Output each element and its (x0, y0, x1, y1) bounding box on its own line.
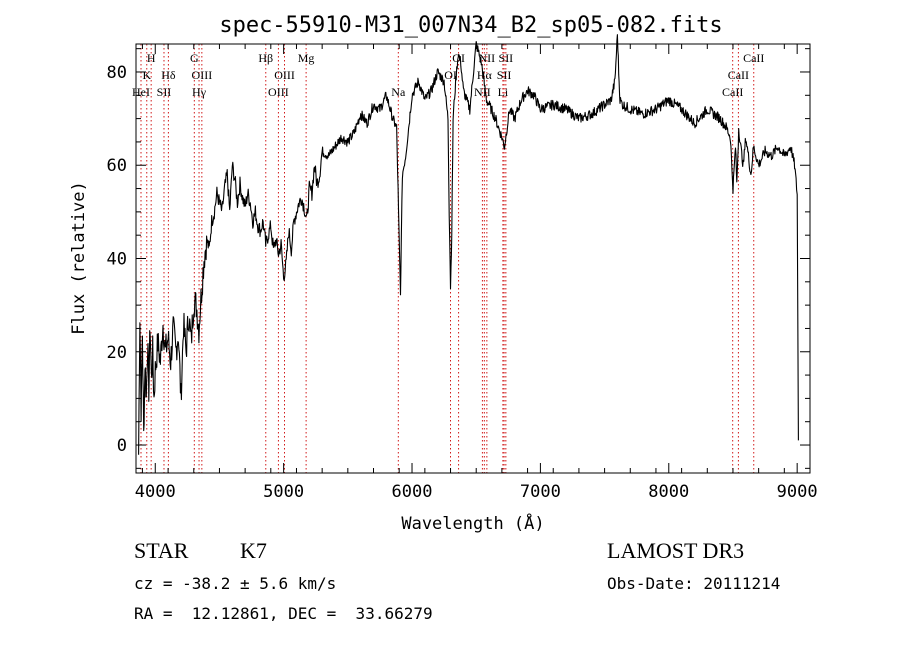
line-label: SII (157, 85, 172, 99)
line-label: Hδ (161, 68, 176, 82)
line-label: G (190, 51, 199, 65)
line-label: SII (499, 51, 514, 65)
line-label: Mg (298, 51, 315, 65)
line-label: OIII (192, 68, 213, 82)
object-class: STAR (134, 538, 189, 563)
plot-frame (135, 43, 811, 474)
line-label: OIII (274, 68, 295, 82)
x-tick-label: 8000 (648, 482, 689, 502)
line-label: CaII (728, 68, 749, 82)
survey-name: LAMOST DR3 (607, 538, 745, 563)
emission-line-markers (140, 44, 755, 473)
y-axis-ticks: 0 20 40 60 80 (107, 48, 810, 469)
y-tick-label: 20 (107, 343, 127, 363)
line-label: OI (444, 68, 457, 82)
flux-series-line (138, 34, 799, 455)
line-label: CaII (743, 51, 764, 65)
y-tick-label: 0 (117, 436, 127, 456)
line-label: SII (497, 68, 512, 82)
line-label: NII (479, 51, 496, 65)
x-axis-ticks: 4000 5000 6000 7000 8000 9000 (135, 44, 818, 502)
x-tick-label: 7000 (520, 482, 561, 502)
x-tick-label: 9000 (777, 482, 818, 502)
line-label: H (147, 51, 156, 65)
line-label: Hβ (258, 51, 273, 65)
obs-date: Obs-Date: 20111214 (607, 574, 781, 593)
coordinates-text: RA = 12.12861, DEC = 33.66279 (134, 604, 433, 623)
y-axis-label: Flux (relative) (69, 181, 89, 335)
line-label: NII (474, 85, 491, 99)
line-label: OIII (268, 85, 289, 99)
x-tick-label: 6000 (392, 482, 433, 502)
y-tick-label: 40 (107, 250, 127, 270)
chart-title: spec-55910-M31_007N34_B2_sp05-082.fits (219, 13, 722, 38)
line-label: Hα (477, 68, 493, 82)
x-axis-label: Wavelength (Å) (401, 512, 544, 534)
x-tick-label: 4000 (135, 482, 176, 502)
line-label: HeI (132, 85, 150, 99)
y-tick-label: 80 (107, 63, 127, 83)
y-tick-label: 60 (107, 156, 127, 176)
object-subclass: K7 (240, 538, 267, 563)
redshift-text: cz = -38.2 ± 5.6 km/s (134, 574, 337, 593)
line-label: Li (498, 85, 509, 99)
line-label: CaII (722, 85, 743, 99)
line-label: Hγ (192, 85, 207, 99)
line-label: OI (452, 51, 465, 65)
line-label: Na (391, 85, 406, 99)
x-tick-label: 5000 (263, 482, 304, 502)
line-label: K (142, 68, 151, 82)
